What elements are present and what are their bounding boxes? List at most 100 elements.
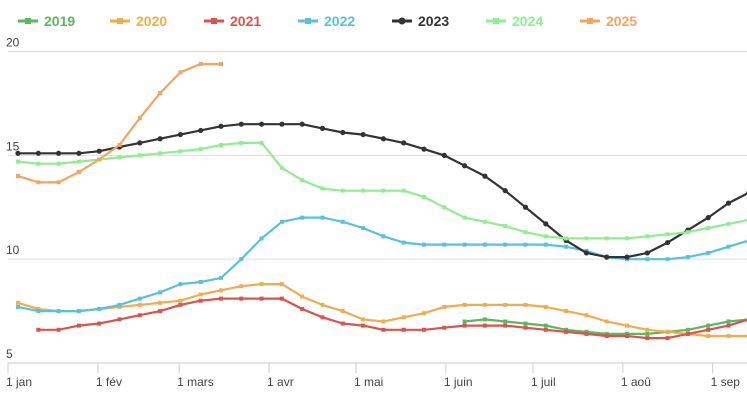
data-point[interactable] [259, 282, 264, 287]
data-point[interactable] [158, 300, 163, 305]
data-point[interactable] [422, 327, 426, 332]
data-point[interactable] [219, 296, 223, 301]
data-point[interactable] [36, 307, 41, 312]
data-point[interactable] [56, 150, 62, 156]
data-point[interactable] [259, 140, 264, 145]
data-point[interactable] [665, 329, 670, 334]
data-point[interactable] [137, 302, 142, 307]
data-point[interactable] [340, 129, 346, 136]
data-point[interactable] [137, 296, 142, 301]
data-point[interactable] [320, 315, 325, 320]
data-point[interactable] [279, 296, 284, 301]
data-point[interactable] [421, 146, 427, 152]
data-point[interactable] [97, 157, 102, 162]
series-2022[interactable] [16, 215, 747, 314]
data-point[interactable] [543, 323, 548, 328]
data-point[interactable] [543, 221, 549, 227]
data-point[interactable] [482, 323, 487, 328]
data-point[interactable] [625, 331, 629, 336]
data-point[interactable] [604, 331, 609, 336]
data-point[interactable] [401, 188, 406, 193]
data-point[interactable] [564, 327, 569, 332]
data-point[interactable] [259, 236, 264, 241]
data-point[interactable] [442, 304, 447, 309]
data-point[interactable] [625, 236, 629, 241]
series-2019[interactable] [462, 317, 747, 336]
data-point[interactable] [482, 173, 488, 179]
data-point[interactable] [198, 147, 203, 152]
data-point[interactable] [259, 296, 264, 301]
data-point[interactable] [218, 123, 224, 129]
data-point[interactable] [523, 302, 528, 307]
data-point[interactable] [624, 254, 630, 260]
data-point[interactable] [726, 323, 731, 328]
data-point[interactable] [604, 334, 609, 339]
data-point[interactable] [361, 323, 366, 328]
data-point[interactable] [97, 307, 102, 312]
data-point[interactable] [361, 188, 366, 193]
data-point[interactable] [137, 313, 142, 318]
data-point[interactable] [685, 327, 690, 332]
data-point[interactable] [381, 234, 386, 239]
data-point[interactable] [219, 142, 223, 147]
data-point[interactable] [726, 244, 731, 249]
data-point[interactable] [503, 319, 508, 324]
data-point[interactable] [117, 302, 122, 307]
data-point[interactable] [685, 331, 690, 336]
data-point[interactable] [340, 321, 345, 326]
data-point[interactable] [706, 334, 711, 339]
data-point[interactable] [198, 298, 203, 303]
data-point[interactable] [462, 163, 468, 169]
data-point[interactable] [178, 70, 183, 75]
data-point[interactable] [158, 309, 163, 314]
data-point[interactable] [422, 311, 426, 316]
data-point[interactable] [361, 317, 366, 322]
data-point[interactable] [178, 302, 183, 307]
data-point[interactable] [198, 127, 204, 134]
data-point[interactable] [685, 230, 690, 235]
data-point[interactable] [56, 309, 61, 314]
data-point[interactable] [320, 302, 325, 307]
data-point[interactable] [279, 282, 284, 287]
data-point[interactable] [726, 319, 731, 324]
data-point[interactable] [360, 131, 366, 138]
series-2021[interactable] [36, 296, 747, 341]
data-point[interactable] [300, 215, 305, 220]
data-point[interactable] [320, 186, 325, 191]
data-point[interactable] [523, 325, 528, 330]
data-point[interactable] [299, 121, 305, 127]
data-point[interactable] [401, 240, 406, 245]
data-point[interactable] [381, 327, 386, 332]
data-point[interactable] [604, 319, 609, 324]
data-point[interactable] [422, 242, 426, 247]
data-point[interactable] [117, 142, 122, 147]
data-point[interactable] [177, 131, 183, 138]
data-point[interactable] [726, 221, 731, 226]
data-point[interactable] [239, 296, 244, 301]
legend-item-2024[interactable]: 2024 [486, 13, 543, 29]
data-point[interactable] [564, 309, 569, 314]
data-point[interactable] [15, 150, 21, 156]
legend-item-2023[interactable]: 2023 [392, 13, 449, 29]
data-point[interactable] [523, 321, 528, 326]
data-point[interactable] [523, 230, 528, 235]
legend-item-2019[interactable]: 2019 [18, 13, 75, 29]
data-point[interactable] [583, 250, 590, 256]
legend-item-2025[interactable]: 2025 [580, 13, 637, 29]
data-point[interactable] [401, 315, 406, 320]
data-point[interactable] [584, 236, 589, 241]
data-point[interactable] [503, 323, 508, 328]
data-point[interactable] [706, 226, 711, 231]
data-point[interactable] [725, 200, 732, 206]
data-point[interactable] [137, 140, 143, 146]
data-point[interactable] [36, 327, 41, 332]
data-point[interactable] [16, 174, 20, 179]
data-point[interactable] [584, 331, 589, 336]
data-point[interactable] [644, 250, 650, 256]
data-point[interactable] [300, 178, 305, 183]
data-point[interactable] [543, 304, 548, 309]
data-point[interactable] [279, 121, 285, 127]
data-point[interactable] [238, 121, 244, 127]
data-point[interactable] [198, 292, 203, 297]
data-point[interactable] [503, 242, 508, 247]
